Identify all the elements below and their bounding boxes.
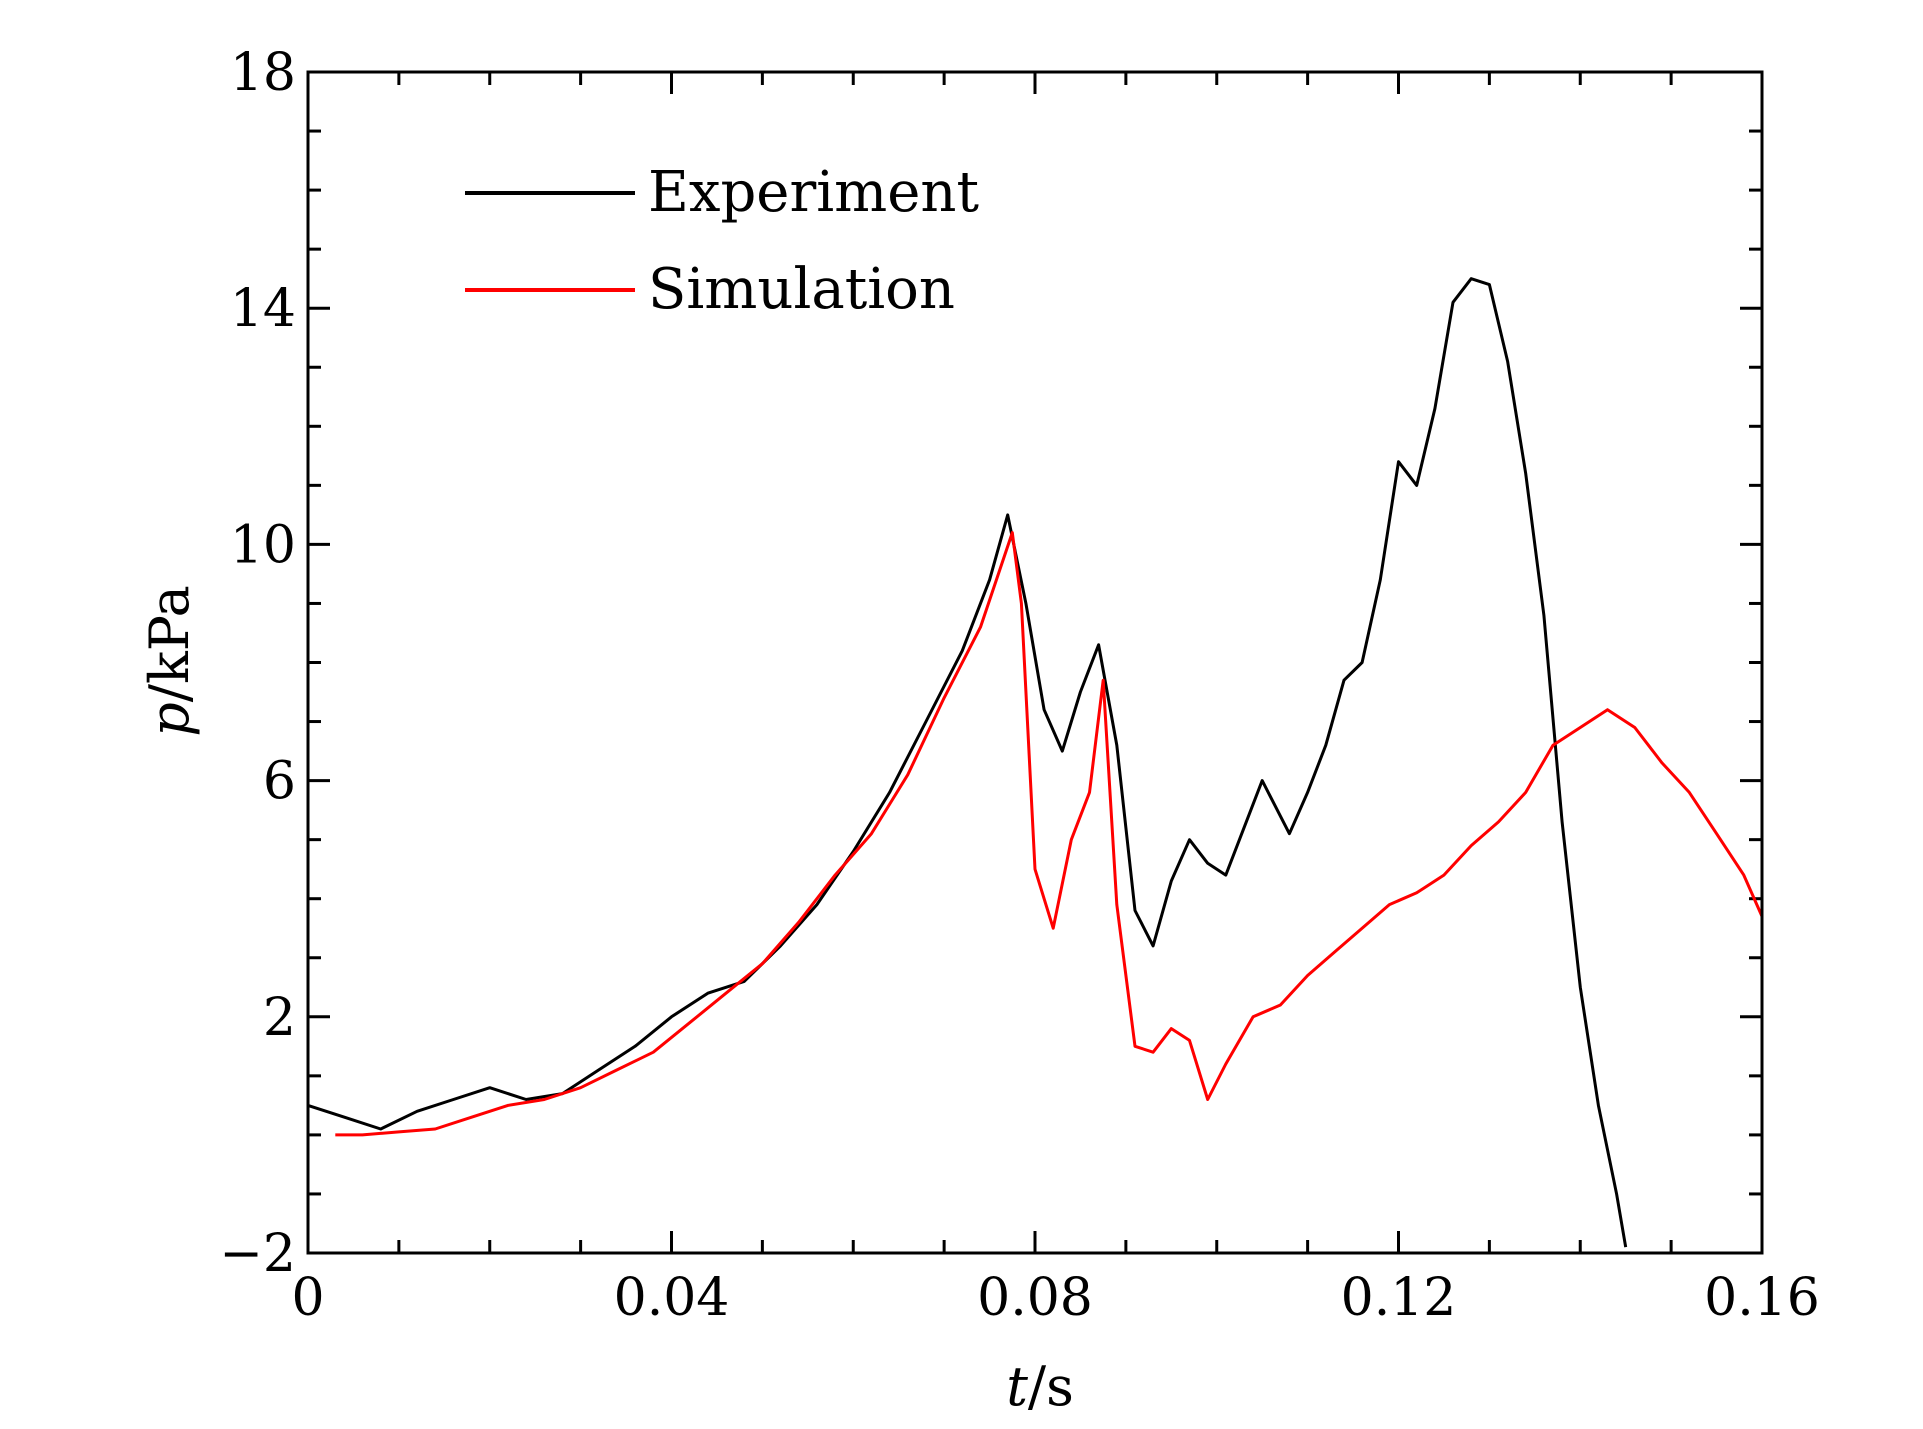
series-line-simulation bbox=[335, 531, 1764, 1137]
x-tick-label: 0.12 bbox=[1341, 1268, 1457, 1328]
y-tick-label: 6 bbox=[263, 752, 296, 812]
y-axis-unit: /kPa bbox=[138, 585, 201, 702]
legend-label-simulation: Simulation bbox=[648, 257, 955, 322]
x-tick-label: 0 bbox=[291, 1268, 324, 1328]
y-tick-label: −2 bbox=[219, 1224, 296, 1284]
legend: Experiment Simulation bbox=[465, 160, 979, 322]
data-series bbox=[307, 277, 1764, 1248]
y-tick-label: 14 bbox=[230, 279, 296, 339]
x-axis-label: t/s bbox=[1006, 1355, 1074, 1418]
series-line-experiment bbox=[307, 277, 1628, 1248]
x-tick-label: 0.08 bbox=[977, 1268, 1093, 1328]
x-axis-unit: /s bbox=[1028, 1355, 1074, 1418]
y-tick-label: 2 bbox=[263, 988, 296, 1048]
x-tick-label: 0.04 bbox=[614, 1268, 730, 1328]
y-axis-label: p/kPa bbox=[138, 585, 201, 737]
axis-tick-labels: 0 0.04 0.08 0.12 0.16 −2 2 6 10 14 18 bbox=[219, 43, 1820, 1328]
y-tick-label: 10 bbox=[230, 515, 296, 575]
y-axis-symbol: p bbox=[138, 702, 201, 737]
y-tick-label: 18 bbox=[230, 43, 296, 103]
x-tick-label: 0.16 bbox=[1704, 1268, 1820, 1328]
plot-frame bbox=[306, 70, 1764, 1255]
x-axis-symbol: t bbox=[1006, 1355, 1028, 1418]
legend-label-experiment: Experiment bbox=[648, 160, 979, 225]
